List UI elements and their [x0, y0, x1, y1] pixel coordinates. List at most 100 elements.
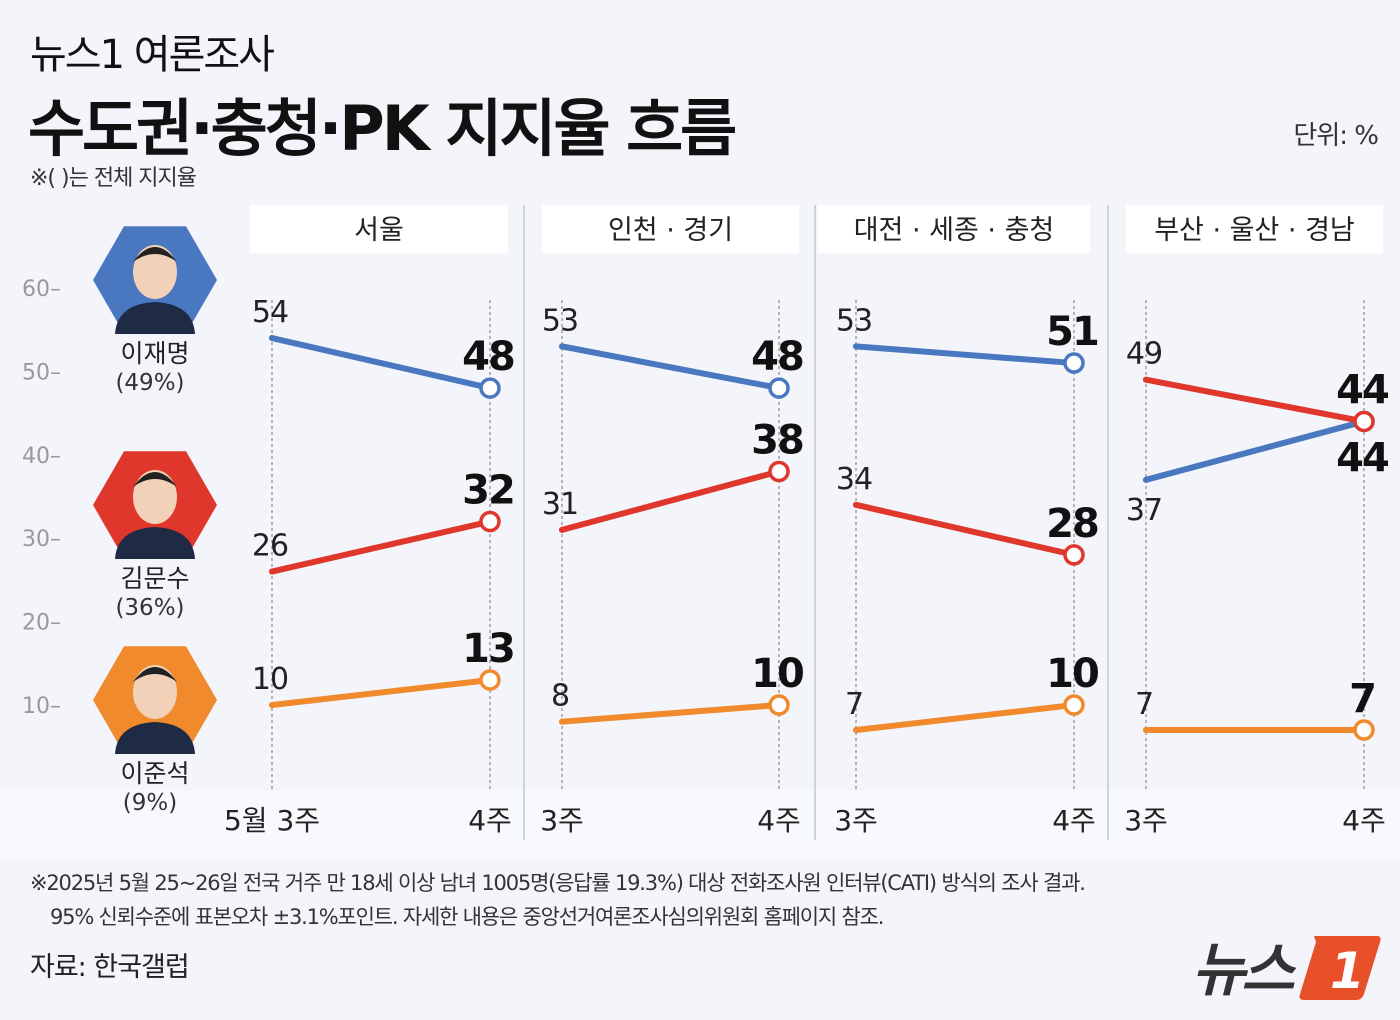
series-line — [853, 702, 1077, 734]
candidate-overall: (9%) — [123, 790, 177, 816]
data-label-start: 53 — [836, 303, 872, 338]
panel-header — [818, 205, 1090, 253]
page-title: 수도권·충청·PK 지지율 흐름 — [28, 92, 737, 165]
data-label-end: 44 — [1336, 367, 1388, 413]
panel: 대전 · 세종 · 충청 3주 4주 53 51 34 28 7 10 — [818, 205, 1100, 837]
data-point-end — [479, 669, 501, 691]
data-point-start — [1143, 727, 1149, 734]
panel: 부산 · 울산 · 경남 3주 4주 37 44 49 44 7 7 — [1124, 205, 1390, 837]
data-point-end — [479, 377, 501, 399]
series-line — [853, 501, 1077, 558]
kicker: 뉴스1 여론조사 — [30, 32, 275, 78]
data-point-end — [1353, 410, 1375, 433]
data-label-end: 32 — [462, 468, 514, 514]
data-label-start: 7 — [1135, 687, 1153, 722]
data-label-start: 7 — [845, 687, 863, 722]
data-point-end — [1063, 694, 1085, 716]
data-point-start — [269, 335, 275, 342]
data-point-end — [1063, 544, 1085, 566]
candidate-suit-icon — [115, 302, 195, 334]
y-tick-label: 50– — [22, 360, 61, 385]
data-label-end: 10 — [1046, 651, 1098, 697]
data-point-end — [479, 510, 501, 533]
data-label-start: 34 — [836, 462, 872, 497]
series-line — [269, 676, 493, 708]
x-tick-label: 3주 — [1124, 804, 1168, 837]
candidate-name: 이준석 — [120, 759, 189, 788]
data-point-start — [853, 727, 859, 734]
series-line — [269, 335, 493, 392]
data-point-start — [559, 343, 565, 350]
data-label-start: 53 — [542, 303, 578, 338]
footnote: ※2025년 5월 25~26일 전국 거주 만 18세 이상 남녀 1005명… — [30, 866, 1086, 934]
data-point-end — [768, 460, 790, 483]
svg-text:뉴스: 뉴스 — [1192, 936, 1297, 1003]
data-label-end: 38 — [751, 417, 803, 463]
data-label-end: 28 — [1046, 501, 1098, 547]
candidate-name: 김문수 — [120, 564, 189, 593]
candidate-face-icon — [133, 245, 177, 299]
source: 자료: 한국갤럽 — [30, 952, 190, 983]
data-label-end: 44 — [1336, 435, 1388, 481]
series-line — [853, 343, 1077, 367]
data-point-start — [853, 343, 859, 350]
data-point-start — [559, 526, 565, 533]
data-point-start — [1143, 476, 1149, 483]
x-tick-label: 4주 — [1052, 804, 1096, 837]
y-tick-label: 60– — [22, 277, 61, 302]
footnote-line-2: 95% 신뢰수준에 표본오차 ±3.1%포인트. 자세한 내용은 중앙선거여론조… — [50, 905, 884, 929]
panel-header — [250, 205, 508, 253]
candidate-overall: (36%) — [115, 595, 184, 621]
y-tick-label: 30– — [22, 527, 61, 552]
x-axis-band — [0, 790, 1400, 860]
panels: 서울 5월 3주 4주 54 48 26 32 10 13 인천 · 경기 3주 4주 53 48 31 38… — [224, 205, 1390, 840]
series-line — [559, 343, 782, 392]
data-point-start — [1143, 376, 1149, 383]
x-tick-label: 5월 3주 — [224, 804, 320, 837]
data-point-start — [269, 702, 275, 708]
x-tick-label: 3주 — [540, 804, 584, 837]
candidate-face-icon — [133, 470, 177, 524]
data-label-start: 10 — [252, 662, 288, 697]
y-tick-label: 20– — [22, 611, 61, 636]
panel-header — [1126, 205, 1383, 253]
data-label-end: 7 — [1349, 676, 1375, 722]
panel-header — [542, 205, 799, 253]
data-point-end — [768, 377, 790, 399]
data-point-end — [1063, 352, 1085, 374]
data-label-start: 49 — [1126, 337, 1162, 372]
candidate-legend: 이재명(49%) 김문수(36%) 이준석(9%) — [93, 226, 217, 816]
data-point-end — [1353, 719, 1375, 741]
panel-title: 대전 · 세종 · 충청 — [854, 215, 1055, 246]
data-label-start: 8 — [551, 679, 569, 714]
x-tick-label: 4주 — [1342, 804, 1386, 837]
x-tick-label: 4주 — [757, 804, 801, 837]
candidate-suit-icon — [115, 722, 195, 754]
unit-label: 단위: % — [1293, 121, 1379, 151]
data-label-start: 54 — [252, 295, 288, 330]
data-label-start: 26 — [252, 529, 288, 564]
data-label-start: 37 — [1126, 493, 1162, 528]
x-tick-label: 3주 — [834, 804, 878, 837]
series-line — [559, 702, 782, 725]
news1-logo: 뉴스 1 — [1192, 928, 1382, 1007]
data-label-start: 31 — [542, 487, 578, 522]
data-label-end: 48 — [751, 334, 803, 380]
series-line — [559, 468, 782, 533]
y-tick-label: 10– — [22, 694, 61, 719]
candidate-face-icon — [133, 665, 177, 719]
series-line — [1143, 376, 1367, 425]
series-line — [1143, 418, 1367, 483]
panel: 인천 · 경기 3주 4주 53 48 31 38 8 10 — [540, 205, 805, 837]
svg-text:1: 1 — [1330, 942, 1365, 1000]
note: ※( )는 전체 지지율 — [30, 166, 197, 191]
data-point-start — [853, 501, 859, 508]
data-label-end: 13 — [462, 626, 514, 672]
panel-title: 서울 — [354, 215, 404, 246]
panel-title: 부산 · 울산 · 경남 — [1154, 215, 1355, 246]
candidate-overall: (49%) — [115, 370, 184, 396]
footnote-line-1: ※2025년 5월 25~26일 전국 거주 만 18세 이상 남녀 1005명… — [30, 871, 1086, 895]
chart: 60– 50– 40– 30– 20– 10– 이재명(49%) 김문수(36%) 이준석(9… — [0, 205, 1400, 860]
y-tick-label: 40– — [22, 444, 61, 469]
data-label-end: 10 — [751, 651, 803, 697]
